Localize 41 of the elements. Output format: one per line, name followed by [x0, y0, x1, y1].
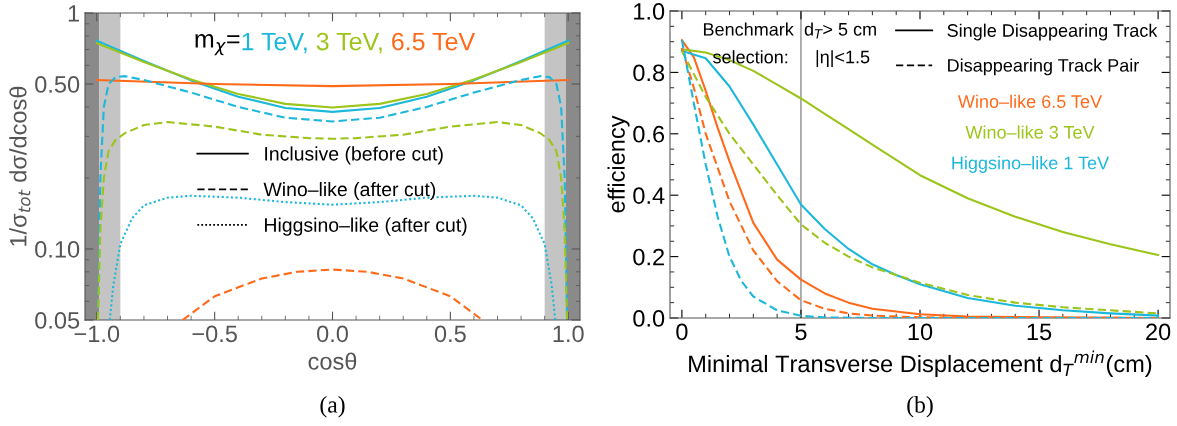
- annotation: |η|<1.5: [816, 50, 870, 68]
- legend-label: Single Disappearing Track: [947, 23, 1158, 41]
- x-tick-label: 5: [795, 323, 807, 341]
- x-tick-label: −0.5: [192, 325, 237, 343]
- annotation: d$_{T}$> 5 cm: [804, 22, 876, 39]
- y-tick-label: 0.10: [35, 241, 80, 258]
- annotation: Benchmark: [703, 22, 794, 36]
- text: (b): [907, 396, 933, 418]
- text: Wino–like 3 TeV: [965, 125, 1095, 139]
- y-tick-label: 0.8: [633, 64, 665, 82]
- y-tick-label: 1.0: [634, 3, 665, 20]
- y-tick-label: 0.50: [35, 76, 80, 93]
- y-axis-title: efficiency: [607, 115, 630, 213]
- y-axis-title: 1/σ$_{tot}$ dσ/dcosθ: [9, 86, 31, 246]
- x-tick-label: 15: [1027, 323, 1052, 341]
- y-tick-label: 0.2: [633, 248, 664, 266]
- text: (a): [320, 396, 345, 418]
- series-label: 6.5 TeV: [392, 32, 476, 51]
- x-tick-label: 0.0: [317, 325, 348, 343]
- legend-label: Inclusive (before cut): [265, 146, 443, 165]
- x-tick-label: 20: [1146, 323, 1171, 341]
- legend-label: Disappearing Track Pair: [948, 58, 1139, 76]
- series-label: 1 TeV,: [242, 32, 307, 54]
- line-series: [96, 121, 569, 320]
- x-axis-title: cosθ: [308, 352, 357, 370]
- legend-label: Higgsino–like (after cut): [265, 217, 467, 236]
- x-axis-title: Minimal Transverse Displacement d$_{T}$$^{min}$(cm): [689, 350, 1152, 377]
- x-tick-label: 10: [908, 323, 933, 341]
- text: Wino–like 6.5 TeV: [957, 94, 1103, 108]
- x-tick-label: 0.5: [434, 325, 466, 343]
- y-tick-label: 0.4: [633, 187, 665, 204]
- legend-label: Wino–like (after cut): [263, 182, 436, 201]
- y-tick-label: 1: [68, 5, 79, 22]
- series-label: 3 TeV,: [316, 32, 382, 54]
- x-tick-label: 0: [676, 323, 688, 341]
- y-tick-label: 0.6: [633, 125, 665, 143]
- x-tick-label: 1.0: [553, 325, 584, 343]
- y-tick-label: 0.0: [633, 310, 665, 327]
- annotation: m$_{χ}$=: [195, 34, 240, 56]
- line-series: [181, 268, 484, 320]
- text: Higgsino–like 1 TeV: [952, 156, 1110, 173]
